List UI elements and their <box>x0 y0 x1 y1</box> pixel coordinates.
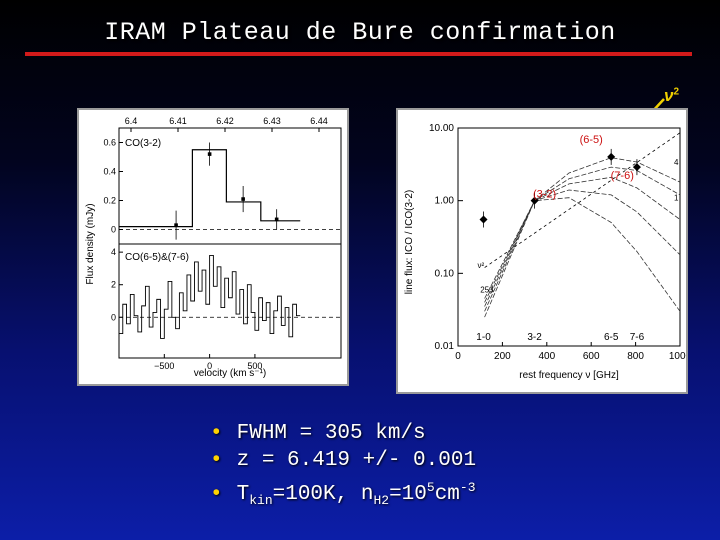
fwhm-bullet: • FWHM = 305 km/s <box>210 420 476 447</box>
transition-label: 3-2 <box>527 332 542 343</box>
density-exponent: 5 <box>426 480 435 495</box>
density-base: =10 <box>389 483 427 506</box>
co32-point <box>241 197 245 201</box>
velocity-tick-label: 0 <box>207 361 212 371</box>
co32-y-tick-label: 0.4 <box>103 167 116 177</box>
line-ratio-svg: 0.01 0.10 1.00 10.00 0 200 400 600 800 1000 1-0 3-2… <box>404 123 692 381</box>
model-curve <box>484 166 681 312</box>
velocity-spectra-svg: 0 0.2 0.4 0.6 6.4 6.41 6.42 6.43 6.44 0 2 4 −500 0 50… <box>85 116 342 379</box>
bullet-dot: • <box>210 449 223 472</box>
line-ratio-figure: 0.01 0.10 1.00 10.00 0 200 400 600 800 1000 1-0 3-2… <box>396 108 692 394</box>
co32-y-tick-label: 0 <box>111 225 116 235</box>
redshift-tick-label: 6.43 <box>263 116 281 126</box>
model-curve <box>484 197 681 312</box>
ratio-y-tick-label: 0.10 <box>435 268 455 279</box>
model-curve <box>484 189 681 303</box>
co32-y-tick-label: 0.6 <box>103 138 116 148</box>
co65-y-tick-label: 0 <box>111 312 116 322</box>
transition-label: 1-0 <box>476 332 491 343</box>
freq-tick-label: 800 <box>627 351 644 362</box>
curve-label: 1 <box>674 194 679 203</box>
co65-y-tick-label: 2 <box>111 280 116 290</box>
slide-title: IRAM Plateau de Bure confirmation <box>104 18 616 47</box>
curve-label: 253 <box>480 285 494 294</box>
temperature-value: =100K, n <box>272 483 374 506</box>
unit-exponent: -3 <box>459 480 476 495</box>
freq-tick-label: 0 <box>455 351 461 362</box>
redshift-text: z = 6.419 +/- 0.001 <box>236 449 477 472</box>
bullet-dot: • <box>210 483 223 506</box>
density-unit: cm <box>434 483 460 506</box>
transition-line-label: (6-5) <box>580 134 603 146</box>
nu-symbol: ν <box>664 86 674 105</box>
ratio-y-tick-label: 1.00 <box>435 196 455 207</box>
freq-tick-label: 400 <box>538 351 555 362</box>
right-plot-frame <box>457 127 681 347</box>
t-symbol: T <box>236 483 250 506</box>
model-curve <box>484 176 681 307</box>
co32-point <box>274 217 279 222</box>
co65-76-label: CO(6-5)&(7-6) <box>125 252 189 263</box>
rest-frequency-axis-label: rest frequency ν [GHz] <box>519 370 619 381</box>
redshift-bullet: • z = 6.419 +/- 0.001 <box>210 447 476 474</box>
redshift-tick-label: 6.4 <box>125 116 138 126</box>
co32-step-line <box>119 149 301 228</box>
bottom-plot-frame <box>118 243 342 359</box>
redshift-tick-label: 6.42 <box>216 116 234 126</box>
nu-squared-annotation: ν2 <box>664 86 679 106</box>
transition-label: 6-5 <box>604 332 619 343</box>
transition-label: 7-6 <box>630 332 645 343</box>
co32-point <box>207 152 212 156</box>
fwhm-text: FWHM = 305 km/s <box>236 422 426 445</box>
redshift-tick-label: 6.41 <box>169 116 187 126</box>
velocity-tick-label: −500 <box>154 361 174 371</box>
co32-y-tick-label: 0.2 <box>103 196 116 206</box>
co65-spectrum-line <box>119 254 301 339</box>
ratio-y-tick-label: 10.00 <box>429 123 454 134</box>
co32-point <box>174 223 178 227</box>
curve-label: ν² <box>478 261 485 270</box>
redshift-tick-label: 6.44 <box>310 116 328 126</box>
h2-subscript: H2 <box>373 493 390 509</box>
velocity-spectra-figure: 0 0.2 0.4 0.6 6.4 6.41 6.42 6.43 6.44 0 2 4 −500 0 50… <box>77 108 349 386</box>
curve-label: 4 <box>674 158 679 167</box>
title-underline <box>25 52 692 56</box>
bullet-dot: • <box>210 422 223 445</box>
freq-tick-label: 600 <box>583 351 600 362</box>
temperature-density-bullet: • Tkin=100K, nH2=105cm-3 <box>210 474 476 514</box>
ratio-y-tick-label: 0.01 <box>435 341 455 352</box>
line-flux-axis-label: line flux: ICO / ICO(3-2) <box>404 190 415 294</box>
velocity-axis-label: velocity (km s⁻¹) <box>194 368 267 379</box>
result-bullets: • FWHM = 305 km/s • z = 6.419 +/- 0.001 • T… <box>210 420 476 514</box>
freq-tick-label: 200 <box>494 351 511 362</box>
transition-line-label: (7-6) <box>611 170 634 182</box>
freq-tick-label: 1000 <box>669 351 686 362</box>
transition-line-label: (3-2) <box>533 189 556 201</box>
velocity-tick-label: 500 <box>247 361 262 371</box>
co32-label: CO(3-2) <box>125 138 161 149</box>
flux-density-axis-label: Flux density (mJy) <box>85 203 96 284</box>
kin-subscript: kin <box>249 493 273 509</box>
co65-y-tick-label: 4 <box>111 247 116 257</box>
nu-power: 2 <box>673 86 680 98</box>
